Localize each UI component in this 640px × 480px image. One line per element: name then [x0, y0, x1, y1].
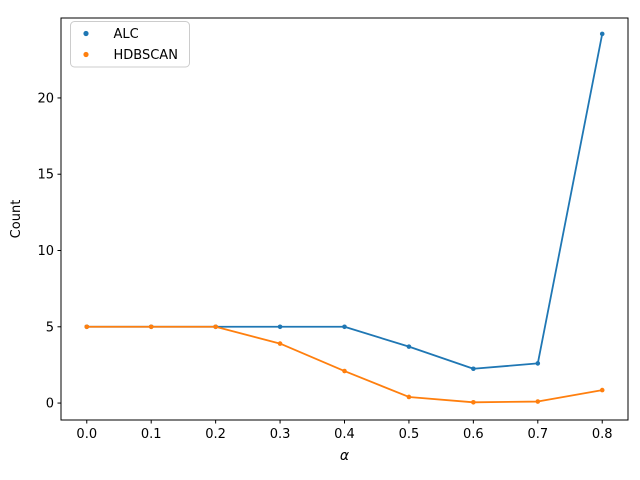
- data-point-hdbscan: [213, 324, 218, 330]
- legend-marker-alc: [83, 30, 89, 37]
- y-tick-label: 5: [46, 320, 54, 335]
- x-tick-label: 0.4: [334, 427, 355, 442]
- data-point-alc: [535, 361, 541, 366]
- data-point-hdbscan: [599, 387, 605, 393]
- data-point-hdbscan: [342, 368, 347, 374]
- data-point-alc: [599, 31, 605, 37]
- data-point-alc: [277, 324, 283, 330]
- legend-box: [70, 21, 190, 68]
- x-tick-label: 0.0: [76, 427, 97, 442]
- x-tick-label: 0.8: [592, 427, 613, 442]
- data-point-hdbscan: [84, 324, 90, 330]
- legend-label: ALC: [114, 27, 139, 42]
- data-point-hdbscan: [148, 324, 154, 330]
- data-point-hdbscan: [535, 399, 541, 404]
- data-point-hdbscan: [406, 394, 412, 400]
- series-line-alc: [86, 33, 604, 370]
- x-axis-label: α: [340, 448, 350, 464]
- plot-area-border: [60, 17, 629, 421]
- x-tick-label: 0.2: [205, 427, 226, 442]
- legend-label: HDBSCAN: [114, 48, 178, 63]
- data-point-alc: [406, 344, 412, 349]
- y-tick-label: 15: [37, 168, 54, 183]
- x-tick-label: 0.7: [527, 427, 548, 442]
- data-point-hdbscan: [471, 400, 476, 405]
- y-tick-label: 20: [37, 91, 54, 106]
- data-point-alc: [471, 366, 476, 372]
- y-tick-label: 10: [37, 244, 54, 259]
- legend-marker-hdbscan: [83, 51, 89, 58]
- x-tick-label: 0.3: [270, 427, 291, 442]
- y-axis-label: Count: [9, 200, 24, 239]
- x-tick-label: 0.6: [463, 427, 484, 442]
- x-tick-label: 0.1: [141, 427, 162, 442]
- y-tick-label: 0: [46, 397, 54, 412]
- data-point-alc: [342, 324, 347, 330]
- x-tick-label: 0.5: [399, 427, 420, 442]
- data-point-hdbscan: [277, 341, 283, 346]
